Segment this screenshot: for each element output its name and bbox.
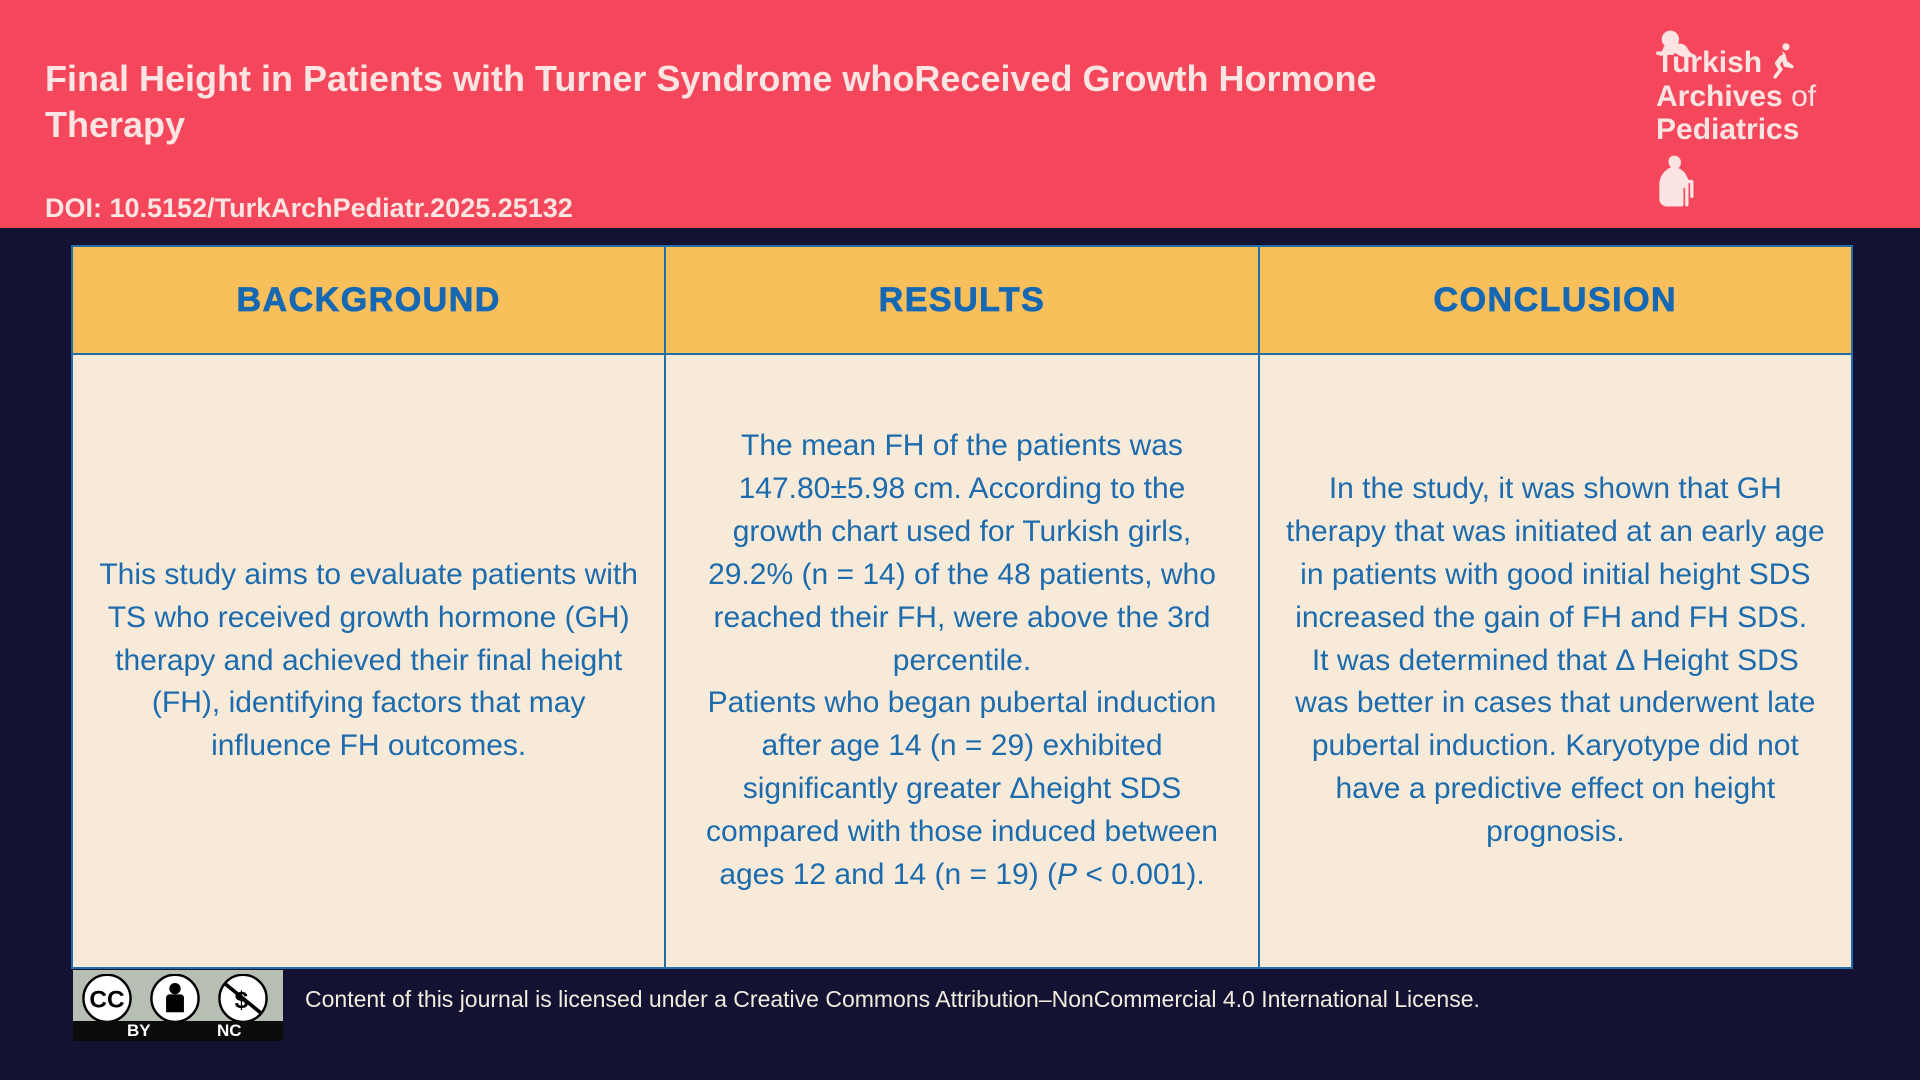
svg-text:CC: CC xyxy=(89,986,124,1013)
